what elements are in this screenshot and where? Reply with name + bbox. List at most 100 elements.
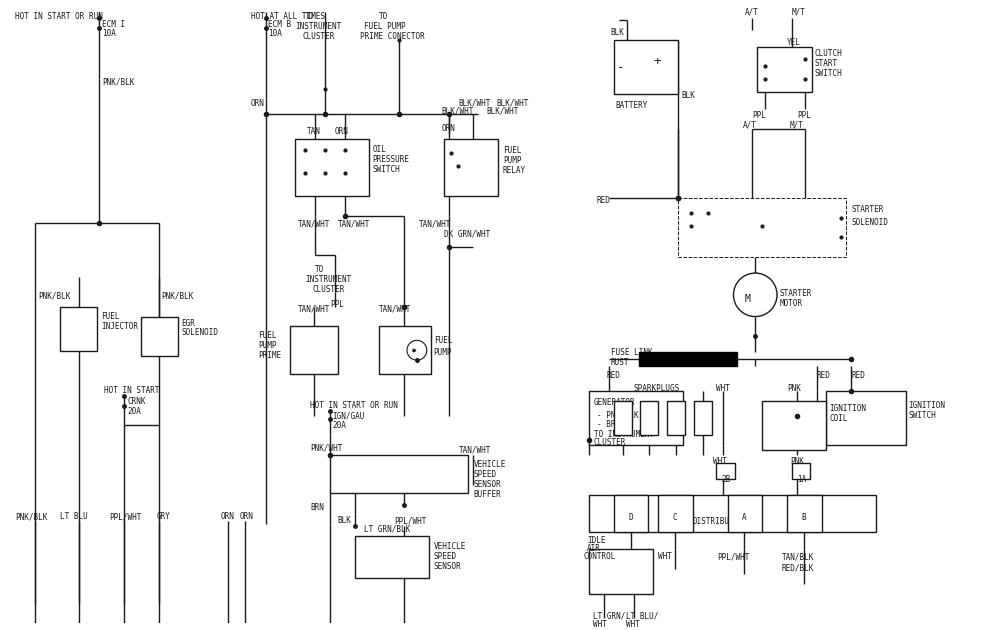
- Text: PNK: PNK: [790, 457, 804, 466]
- Text: LT BLU: LT BLU: [60, 512, 87, 522]
- Text: TO: TO: [315, 265, 324, 274]
- Text: CRNK: CRNK: [127, 397, 146, 406]
- Text: TAN/WHT: TAN/WHT: [298, 305, 331, 314]
- Text: HOT IN START OR RUN: HOT IN START OR RUN: [310, 401, 398, 410]
- Text: VEHICLE: VEHICLE: [473, 460, 506, 469]
- Bar: [444, 139, 498, 196]
- Text: HOT AT ALL TIMES: HOT AT ALL TIMES: [251, 12, 325, 21]
- Bar: [60, 307, 97, 352]
- Text: CLUSTER: CLUSTER: [594, 438, 626, 447]
- Text: BLK: BLK: [681, 91, 695, 100]
- Text: RED: RED: [597, 196, 611, 205]
- Text: FUEL: FUEL: [503, 146, 521, 156]
- Text: OIL: OIL: [372, 146, 386, 154]
- Text: RED: RED: [607, 371, 621, 380]
- Text: +: +: [653, 55, 661, 68]
- Bar: [614, 495, 648, 532]
- Text: 10A: 10A: [102, 29, 116, 38]
- Text: PNK/BLK: PNK/BLK: [15, 512, 48, 522]
- Text: BLK: BLK: [611, 28, 625, 37]
- Text: PUMP: PUMP: [434, 348, 452, 357]
- Text: M/T: M/T: [790, 121, 804, 130]
- Text: CLUTCH: CLUTCH: [815, 50, 842, 59]
- Text: IGNITION: IGNITION: [829, 404, 866, 413]
- Text: GRY: GRY: [157, 512, 171, 522]
- Text: INJECTOR: INJECTOR: [101, 321, 138, 331]
- Text: IDLE: IDLE: [587, 536, 606, 545]
- Bar: [141, 317, 178, 356]
- Text: PRIME CONECTOR: PRIME CONECTOR: [360, 32, 424, 41]
- Text: TO: TO: [379, 12, 389, 21]
- Bar: [716, 463, 735, 479]
- Text: SWITCH: SWITCH: [815, 69, 842, 78]
- Bar: [614, 40, 678, 94]
- Text: AIR: AIR: [587, 544, 601, 553]
- Bar: [295, 139, 369, 196]
- Text: SPEED: SPEED: [434, 552, 457, 561]
- Text: SENSOR: SENSOR: [473, 480, 501, 489]
- Text: WHT: WHT: [713, 457, 727, 466]
- Text: BRN: BRN: [310, 503, 324, 512]
- Text: PUMP: PUMP: [503, 156, 521, 165]
- Text: PPL: PPL: [797, 111, 811, 120]
- Text: D: D: [628, 513, 633, 522]
- Text: CLUSTER: CLUSTER: [312, 285, 344, 294]
- Text: M/T: M/T: [792, 8, 806, 17]
- Text: TAN/WHT: TAN/WHT: [379, 305, 412, 314]
- Text: RED/BLK: RED/BLK: [782, 564, 814, 573]
- Text: BLK/WHT: BLK/WHT: [442, 107, 474, 116]
- Text: IGN/GAU: IGN/GAU: [333, 411, 365, 421]
- Text: A/T: A/T: [744, 8, 758, 17]
- Bar: [640, 401, 658, 435]
- Text: 20A: 20A: [127, 406, 141, 416]
- Text: WHT: WHT: [716, 384, 730, 393]
- Text: SOLENOID: SOLENOID: [181, 328, 218, 338]
- Text: PNK/WHT: PNK/WHT: [310, 444, 342, 452]
- Text: SPEED: SPEED: [473, 470, 496, 479]
- Text: RELAY: RELAY: [503, 166, 526, 175]
- Bar: [330, 455, 468, 493]
- Text: WHT: WHT: [658, 552, 672, 561]
- Text: PUMP: PUMP: [259, 341, 277, 350]
- Text: BUFFER: BUFFER: [473, 490, 501, 499]
- Text: COIL: COIL: [829, 413, 848, 423]
- Text: PNK/BLK: PNK/BLK: [162, 292, 194, 301]
- Bar: [694, 401, 712, 435]
- Text: SWITCH: SWITCH: [372, 165, 400, 175]
- Text: TAN/WHT: TAN/WHT: [419, 220, 451, 229]
- Text: -: -: [617, 60, 624, 74]
- Text: FUEL: FUEL: [259, 331, 277, 340]
- Text: BLK: BLK: [338, 517, 352, 525]
- Text: VEHICLE: VEHICLE: [434, 542, 466, 551]
- Bar: [667, 401, 685, 435]
- Bar: [757, 47, 812, 92]
- Text: RED: RED: [851, 371, 865, 380]
- Text: LT BLU/: LT BLU/: [626, 612, 658, 621]
- Bar: [589, 549, 653, 593]
- Bar: [639, 352, 737, 366]
- Text: 10A: 10A: [268, 29, 282, 38]
- Text: EGR: EGR: [181, 319, 195, 328]
- Text: SENSOR: SENSOR: [434, 562, 461, 571]
- Text: C: C: [673, 513, 677, 522]
- Text: INSTRUMENT: INSTRUMENT: [295, 22, 341, 31]
- Text: STARTER: STARTER: [780, 289, 812, 298]
- Text: PNK: PNK: [787, 384, 801, 393]
- Text: PRIME: PRIME: [259, 352, 282, 360]
- Bar: [826, 391, 906, 445]
- Text: PPL: PPL: [752, 111, 766, 120]
- Bar: [589, 495, 876, 532]
- Text: TAN/WHT: TAN/WHT: [458, 445, 491, 454]
- Text: 2B: 2B: [722, 475, 731, 484]
- Text: 20A: 20A: [333, 421, 347, 430]
- Text: TO: TO: [305, 12, 314, 21]
- Text: PPL/WHT: PPL/WHT: [109, 512, 142, 522]
- Text: YEL: YEL: [787, 38, 801, 47]
- Text: ORN: ORN: [240, 512, 254, 522]
- Text: WHT: WHT: [593, 621, 607, 629]
- Text: - BRN: - BRN: [597, 420, 620, 430]
- Text: BLK/WHT: BLK/WHT: [458, 99, 491, 108]
- Text: CONTROL: CONTROL: [583, 552, 615, 561]
- Bar: [728, 495, 762, 532]
- Text: SWITCH: SWITCH: [909, 411, 936, 420]
